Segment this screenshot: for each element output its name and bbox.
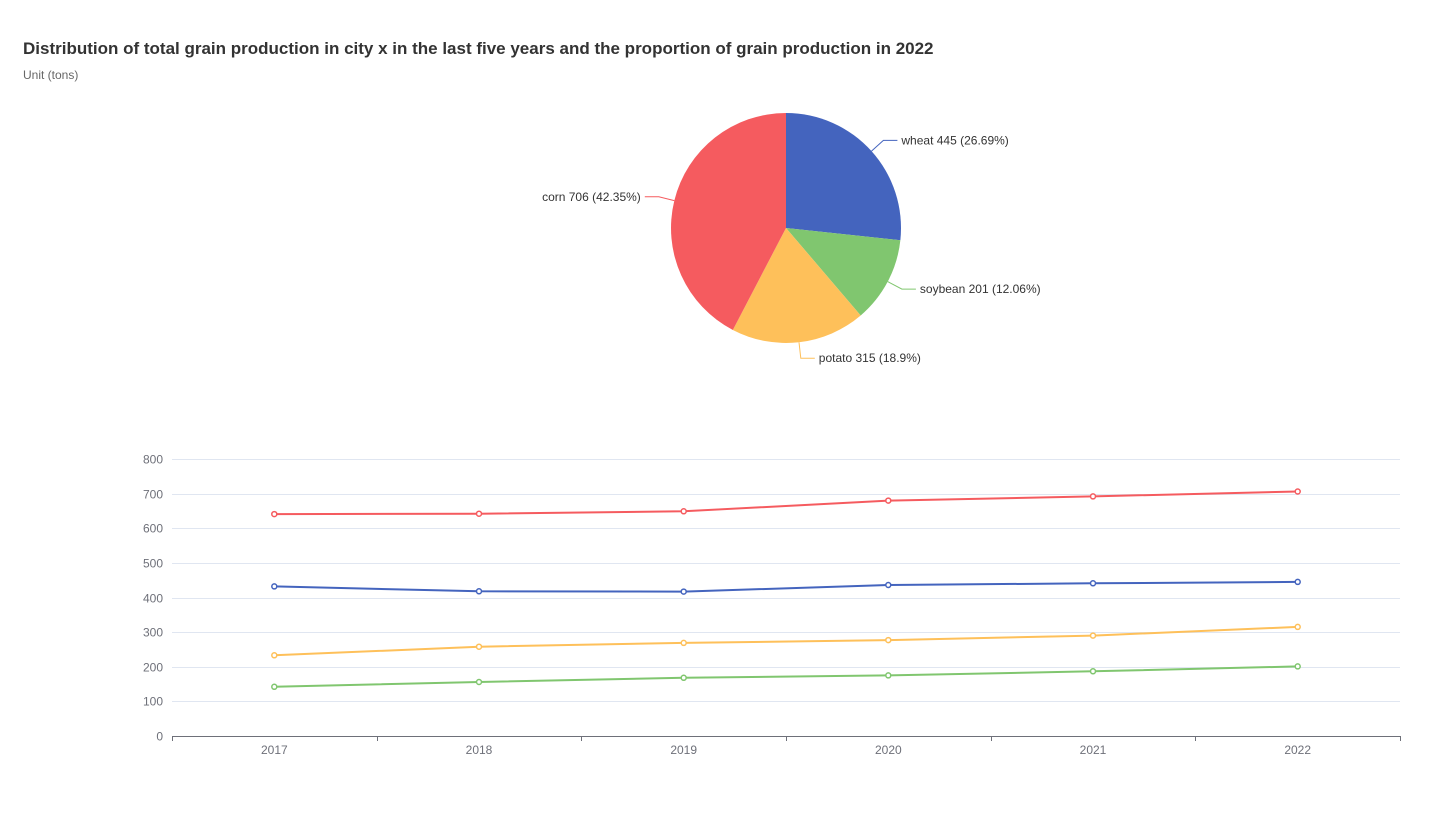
chart-title: Distribution of total grain production i… [23, 39, 934, 58]
data-point-potato[interactable] [271, 652, 278, 659]
data-point-soybean[interactable] [680, 674, 687, 682]
data-point-soybean[interactable] [885, 672, 892, 679]
data-point-soybean[interactable] [1089, 668, 1097, 675]
y-tick-label: 700 [143, 488, 163, 502]
y-tick-label: 300 [143, 626, 163, 640]
data-point-corn[interactable] [680, 508, 687, 515]
pie-slice-wheat[interactable] [786, 112, 902, 241]
pie-label-line-potato [798, 342, 815, 359]
series-line-potato [274, 625, 1298, 657]
pie-label-corn: corn 706 (42.35%) [542, 190, 641, 204]
x-tick-label: 2022 [1284, 743, 1311, 757]
data-point-potato[interactable] [1089, 632, 1097, 639]
x-tick-label: 2017 [261, 743, 288, 757]
series-line-soybean [274, 665, 1298, 688]
data-point-potato[interactable] [680, 639, 687, 647]
data-point-corn[interactable] [885, 497, 892, 504]
pie-slice-corn[interactable] [671, 113, 786, 330]
y-tick-label: 600 [143, 522, 163, 536]
data-point-soybean[interactable] [1294, 663, 1301, 670]
y-tick-label: 500 [143, 557, 163, 571]
series-line-corn [274, 490, 1298, 516]
y-tick-label: 0 [156, 730, 163, 744]
pie-label-wheat: wheat 445 (26.69%) [900, 133, 1008, 147]
pie-label-line-wheat [871, 139, 898, 152]
pie-label-soybean: soybean 201 (12.06%) [920, 282, 1041, 296]
data-point-wheat[interactable] [1089, 580, 1097, 587]
data-point-wheat[interactable] [680, 588, 687, 595]
pie-label-line-corn [644, 196, 675, 202]
data-point-corn[interactable] [475, 510, 483, 517]
data-point-wheat[interactable] [271, 583, 278, 590]
x-tick-label: 2020 [875, 743, 902, 757]
pie-slice-potato[interactable] [732, 228, 861, 343]
pie-slice-soybean[interactable] [786, 228, 901, 316]
data-point-wheat[interactable] [475, 588, 483, 595]
series-line-wheat [274, 580, 1298, 593]
y-tick-label: 100 [143, 695, 163, 709]
data-point-corn[interactable] [271, 510, 278, 518]
data-point-corn[interactable] [1089, 493, 1097, 500]
line-chart: 0 100 200 300 400 500 600 700 800 2017 2018 2019 202… [143, 453, 1401, 757]
pie-chart: wheat 445 (26.69%) soybean 201 (12.06%) po… [542, 112, 1041, 365]
data-point-wheat[interactable] [1294, 578, 1301, 586]
data-point-potato[interactable] [885, 636, 892, 644]
chart-subtitle: Unit (tons) [23, 68, 79, 82]
data-point-soybean[interactable] [271, 683, 278, 691]
data-point-corn[interactable] [1294, 488, 1301, 495]
x-tick-label: 2018 [466, 743, 493, 757]
y-tick-label: 800 [143, 453, 163, 467]
pie-label-potato: potato 315 (18.9%) [819, 351, 921, 365]
x-tick-label: 2019 [670, 743, 697, 757]
pie-label-line-soybean [887, 281, 916, 290]
data-point-potato[interactable] [1294, 623, 1301, 631]
data-point-wheat[interactable] [885, 581, 892, 589]
y-tick-label: 400 [143, 592, 163, 606]
data-point-soybean[interactable] [475, 678, 483, 686]
data-point-potato[interactable] [475, 643, 483, 650]
y-tick-label: 200 [143, 661, 163, 675]
x-tick-label: 2021 [1080, 743, 1107, 757]
